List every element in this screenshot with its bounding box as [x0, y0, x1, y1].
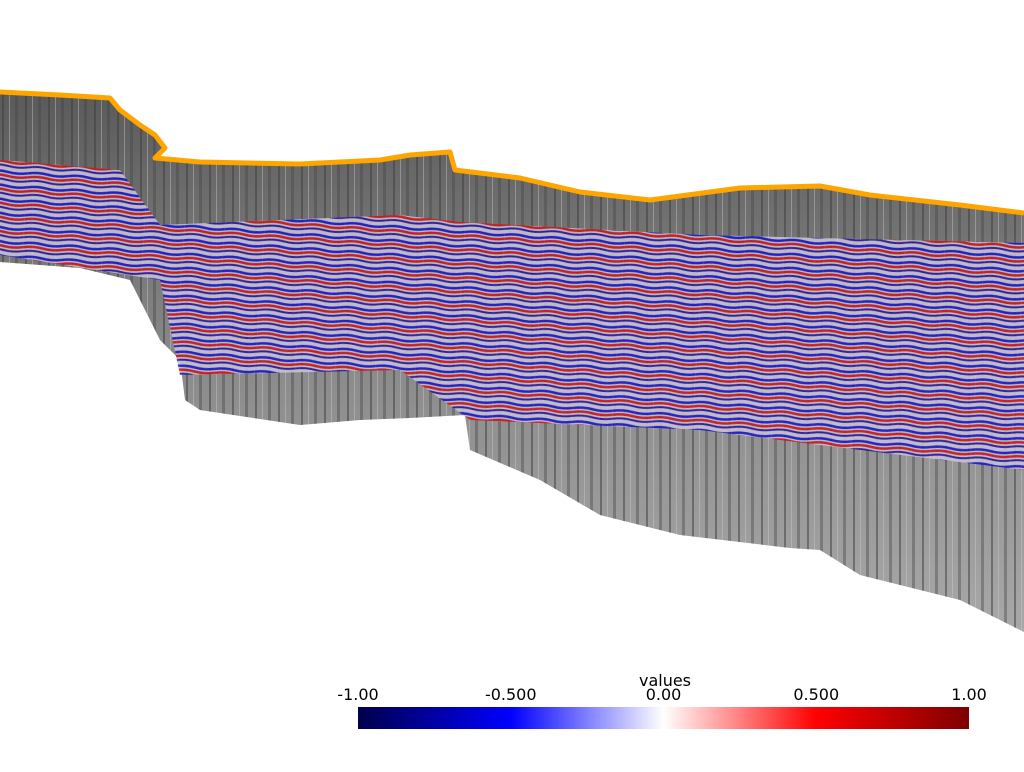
colorbar	[358, 707, 969, 729]
colorbar-title: values	[639, 671, 691, 690]
colorbar-tick-label: 0.00	[646, 685, 682, 704]
colorbar-tick-label: 0.500	[793, 685, 839, 704]
seismic-section	[0, 160, 1024, 470]
surface-line	[0, 89, 1024, 216]
colorbar-tick-label: -0.500	[485, 685, 537, 704]
colorbar-tick-label: -1.00	[337, 685, 378, 704]
colorbar-tick-label: 1.00	[951, 685, 987, 704]
